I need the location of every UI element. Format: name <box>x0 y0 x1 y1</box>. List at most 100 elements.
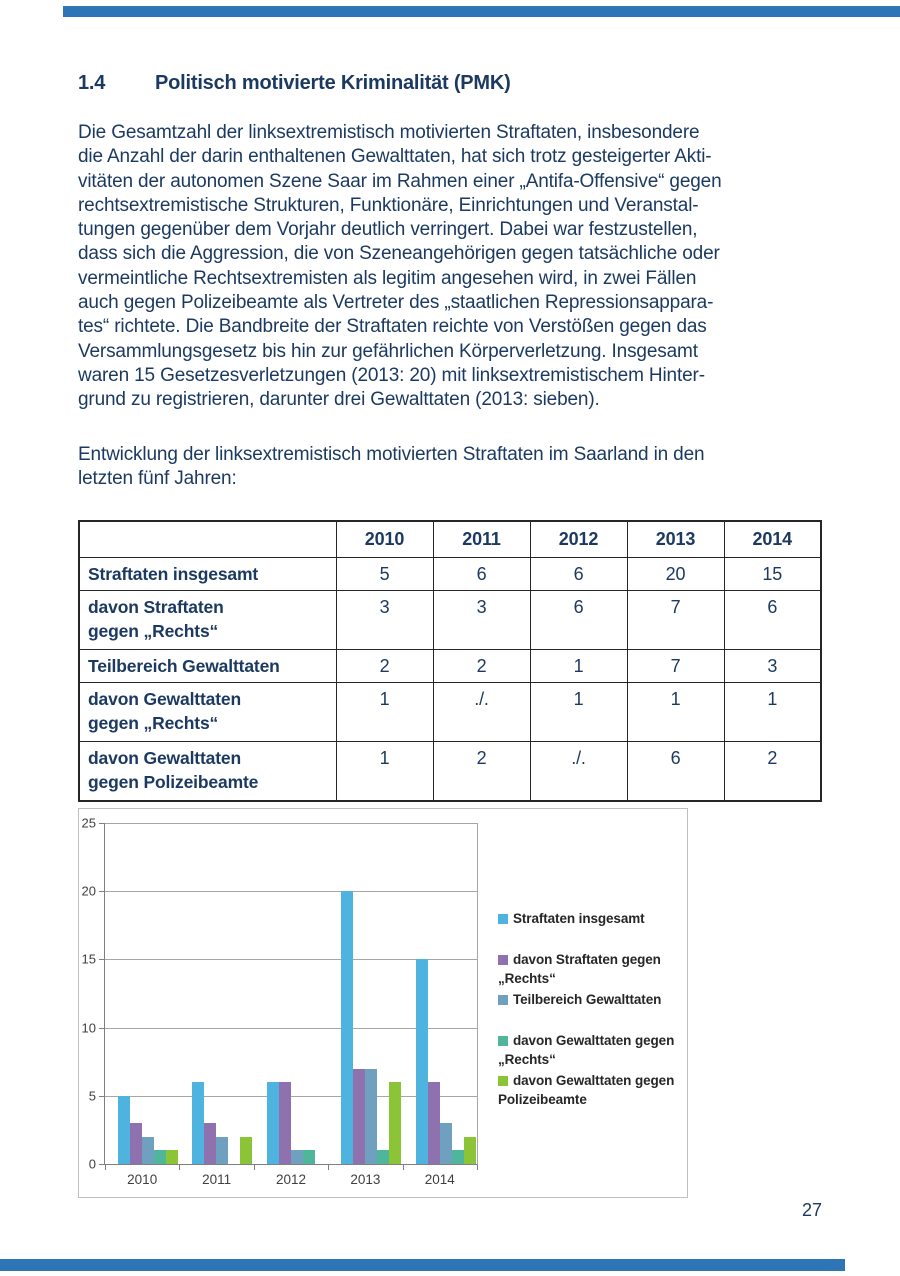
value-cell: 3 <box>432 590 531 650</box>
legend-item: davon Gewalttaten gegen „Rechts“ <box>498 1031 681 1069</box>
gridline <box>105 891 477 893</box>
value-cell: 1 <box>723 682 822 742</box>
bar-2013-series-3 <box>377 1150 390 1164</box>
table-body: Straftaten insgesamt 5 6 6 20 15 davon Strafta… <box>78 557 822 801</box>
legend-label: davon Gewalttaten gegen „Rechts“ <box>498 1033 675 1067</box>
gridline <box>105 959 477 961</box>
value-cell: 1 <box>529 649 628 683</box>
legend-label: Teilbereich Gewalttaten <box>513 992 662 1007</box>
y-tick-mark <box>99 959 104 961</box>
legend-item: davon Straftaten gegen „Rechts“ <box>498 950 681 988</box>
year-column-header: 2010 <box>335 520 434 558</box>
section-number: 1.4 <box>78 72 106 94</box>
x-tick-mark <box>253 1165 255 1170</box>
y-tick-mark <box>99 1164 104 1165</box>
value-cell: 6 <box>432 557 531 591</box>
value-cell: 6 <box>723 590 822 650</box>
y-tick-mark <box>99 1095 104 1097</box>
legend-item: Teilbereich Gewalttaten <box>498 990 681 1009</box>
crime-statistics-table: 2010 2011 2012 2013 2014 Straftaten insgesam… <box>78 520 822 802</box>
year-column-header: 2011 <box>432 520 531 558</box>
value-cell: 2 <box>723 741 822 801</box>
x-tick-label: 2014 <box>424 1172 455 1187</box>
row-label-cell: Teilbereich Gewalttaten <box>78 649 337 683</box>
y-tick-label: 15 <box>81 951 96 967</box>
legend-swatch-icon <box>498 955 508 965</box>
y-tick-mark <box>99 891 104 893</box>
legend-label: davon Straftaten gegen „Rechts“ <box>498 952 661 986</box>
bar-2012-series-2 <box>290 1150 303 1164</box>
x-tick-label: 2011 <box>202 1172 232 1187</box>
bar-2014-series-1 <box>427 1082 440 1164</box>
bar-2012-series-0 <box>266 1082 279 1164</box>
bottom-accent-bar <box>0 1259 845 1271</box>
bar-chart: 0 5 10 15 20 25 2010 2011 2012 2013 2014 Straftate… <box>78 808 688 1198</box>
legend-swatch-icon <box>498 914 508 924</box>
x-tick-mark <box>328 1165 330 1170</box>
legend-swatch-icon <box>498 995 508 1005</box>
bar-2010-series-3 <box>154 1150 166 1164</box>
table-row: davon Gewalttaten gegen Polizeibeamte 1 2.… <box>78 741 822 801</box>
table-row: Teilbereich Gewalttaten 2 2 1 7 3 <box>78 649 822 683</box>
table-header-row: 2010 2011 2012 2013 2014 <box>78 520 822 558</box>
table-row: davon Straftaten gegen „Rechts“ 3 3 6 7 6 <box>78 590 822 650</box>
x-tick-mark <box>105 1165 106 1170</box>
year-column-header: 2014 <box>723 520 822 558</box>
table-row: Straftaten insgesamt 5 6 6 20 15 <box>78 557 822 591</box>
y-tick-label: 5 <box>88 1088 96 1104</box>
value-cell: 20 <box>626 557 725 591</box>
year-column-header: 2013 <box>626 520 725 558</box>
bar-2010-series-0 <box>118 1095 130 1164</box>
x-tick-label: 2012 <box>275 1172 307 1187</box>
table-header-row: 2010 2011 2012 2013 2014 <box>78 520 822 558</box>
legend-label: davon Gewalttaten gegen Polizeibeamte <box>498 1073 675 1107</box>
x-tick-label: 2013 <box>350 1172 381 1187</box>
bar-2013-series-4 <box>389 1082 402 1164</box>
bar-2011-series-0 <box>192 1082 205 1164</box>
row-label-cell: davon Gewalttaten gegen „Rechts“ <box>78 682 337 742</box>
year-column-header: 2012 <box>529 520 628 558</box>
value-cell: 15 <box>723 557 822 591</box>
gridline <box>105 823 477 824</box>
value-cell: 2 <box>335 649 434 683</box>
value-cell: 1 <box>626 682 725 742</box>
value-cell: 6 <box>529 590 628 650</box>
table-row: davon Gewalttaten gegen „Rechts“ 1 ./. 1 1 1 <box>78 682 822 742</box>
x-tick-mark <box>477 1165 478 1170</box>
gridline <box>105 1027 477 1029</box>
y-tick-label: 25 <box>81 815 96 831</box>
value-cell: 3 <box>723 649 822 683</box>
top-accent-bar <box>63 6 900 17</box>
bar-2014-series-0 <box>415 959 428 1164</box>
bar-2011-series-4 <box>240 1136 253 1164</box>
row-label-cell: Straftaten insgesamt <box>78 557 337 591</box>
y-tick-label: 0 <box>88 1156 96 1172</box>
value-cell: 1 <box>529 682 628 742</box>
value-cell: 5 <box>335 557 434 591</box>
value-cell: ./. <box>529 741 628 801</box>
value-cell: 1 <box>335 682 434 742</box>
bar-2010-series-1 <box>130 1123 142 1164</box>
bar-2012-series-3 <box>302 1150 315 1164</box>
value-cell: 2 <box>432 741 531 801</box>
bar-2010-series-4 <box>166 1150 178 1164</box>
value-cell: 6 <box>626 741 725 801</box>
y-tick-mark <box>99 823 104 824</box>
value-cell: 7 <box>626 649 725 683</box>
x-tick-mark <box>402 1165 404 1170</box>
x-tick-label: 2010 <box>127 1172 158 1187</box>
bar-2010-series-2 <box>142 1136 154 1164</box>
y-tick-mark <box>99 1027 104 1029</box>
legend-item: Straftaten insgesamt <box>498 909 681 928</box>
y-tick-label: 20 <box>81 883 96 899</box>
value-cell: ./. <box>432 682 531 742</box>
legend-item: davon Gewalttaten gegen Polizeibeamte <box>498 1071 681 1109</box>
bar-2013-series-0 <box>341 891 354 1164</box>
gridline <box>105 1095 477 1097</box>
bar-2014-series-4 <box>463 1136 476 1164</box>
body-paragraph-1: Die Gesamtzahl der linksextremistisch mo… <box>78 122 722 411</box>
value-cell: 7 <box>626 590 725 650</box>
row-label-cell: davon Straftaten gegen „Rechts“ <box>78 590 337 650</box>
legend-swatch-icon <box>498 1076 508 1086</box>
bar-2014-series-3 <box>451 1150 464 1164</box>
